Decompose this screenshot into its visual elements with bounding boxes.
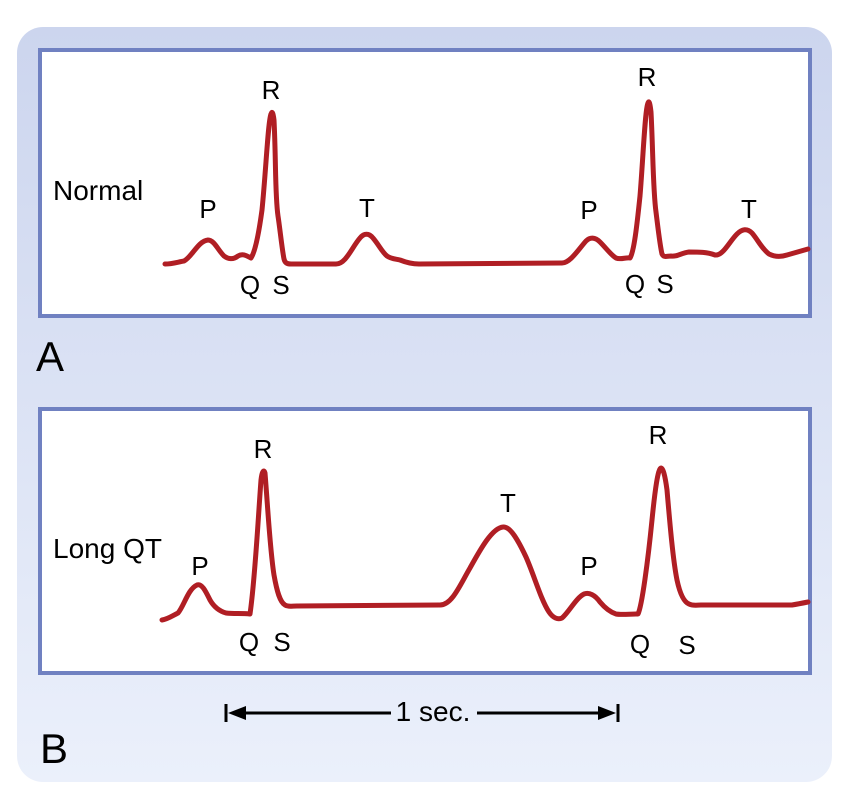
panel-b-box — [38, 407, 812, 675]
panel-a-box — [38, 48, 812, 318]
